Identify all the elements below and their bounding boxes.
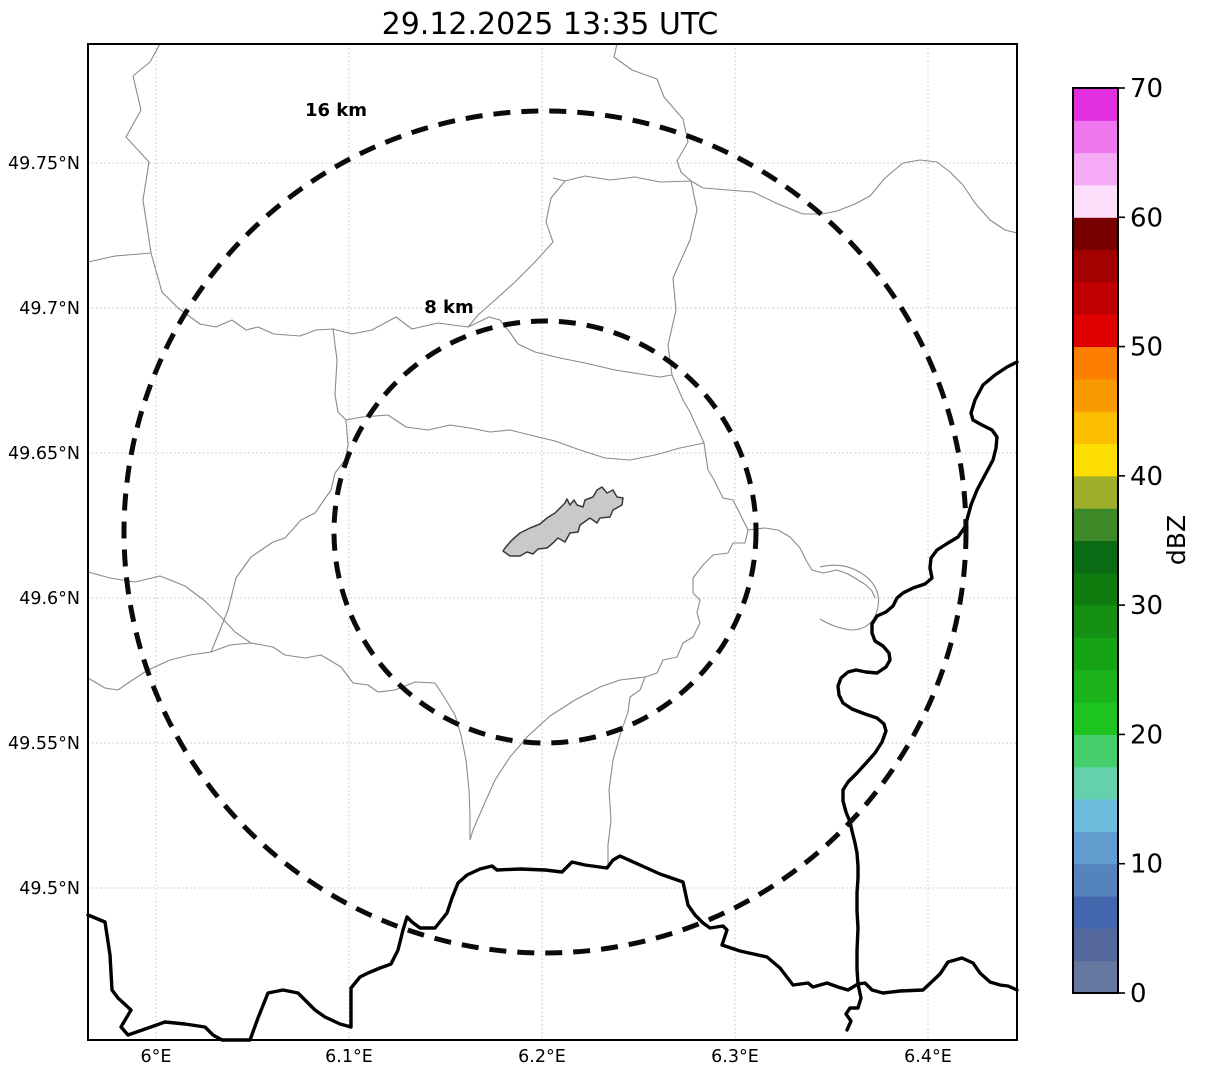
colorbar-tick-label: 70 (1130, 74, 1163, 104)
colorbar-band (1073, 508, 1118, 541)
colorbar-band (1073, 281, 1118, 315)
x-tick-label: 6.3°E (711, 1047, 759, 1067)
colorbar-frame (1072, 87, 1119, 994)
colorbar-tick-label: 40 (1130, 462, 1163, 492)
colorbar-band (1073, 572, 1118, 606)
y-tick-label: 49.5°N (19, 879, 80, 899)
colorbar-band (1073, 799, 1118, 832)
colorbar-band (1073, 669, 1118, 703)
colorbar-band (1073, 443, 1118, 477)
colorbar-band (1073, 540, 1118, 574)
colorbar-band (1073, 831, 1118, 865)
colorbar-band (1073, 411, 1118, 445)
airport-outline (502, 486, 624, 557)
colorbar-bands (1073, 88, 1118, 994)
y-tick-label: 49.7°N (19, 299, 80, 319)
colorbar-band (1073, 378, 1118, 412)
colorbar-band (1073, 217, 1118, 251)
colorbar-band (1073, 734, 1118, 768)
x-tick-label: 6.2°E (518, 1047, 566, 1067)
y-tick-label: 49.75°N (8, 154, 80, 174)
plot-title: 29.12.2025 13:35 UTC (382, 7, 719, 42)
colorbar-band (1073, 928, 1118, 962)
colorbar-band (1073, 637, 1118, 671)
y-tick-labels: 49.75°N 49.7°N 49.65°N 49.6°N 49.55°N 49… (8, 154, 80, 899)
colorbar-band (1073, 249, 1118, 283)
y-tick-label: 49.6°N (19, 589, 80, 609)
ring-label-16km: 16 km (305, 100, 367, 121)
y-tick-label: 49.65°N (8, 444, 80, 464)
x-tick-labels: 6°E 6.1°E 6.2°E 6.3°E 6.4°E (141, 1047, 952, 1067)
ring-label-8km: 8 km (424, 297, 474, 318)
colorbar-band (1073, 863, 1118, 897)
colorbar-band (1073, 346, 1118, 380)
municipal-boundaries (87, 43, 1018, 866)
colorbar-band (1073, 314, 1118, 348)
range-ring-8km (331, 318, 759, 746)
colorbar-tick-label: 20 (1130, 720, 1163, 750)
border-junction-hook (844, 982, 863, 1032)
colorbar-tick-label: 30 (1130, 591, 1163, 621)
colorbar-axis-label: dBZ (1162, 515, 1191, 565)
colorbar-band (1073, 88, 1118, 121)
colorbar-band (1073, 960, 1118, 994)
colorbar-band (1073, 475, 1118, 509)
x-tick-label: 6°E (141, 1047, 172, 1067)
range-rings (121, 108, 969, 956)
colorbar-tick-label: 0 (1130, 979, 1147, 1009)
x-tick-label: 6.1°E (325, 1047, 373, 1067)
colorbar-band (1073, 766, 1118, 800)
map-panel: 16 km 8 km 6°E 6.1°E 6.2°E 6.3°E 6.4°E 4… (8, 43, 1019, 1067)
colorbar-tick-label: 50 (1130, 333, 1163, 363)
y-tick-label: 49.55°N (8, 734, 80, 754)
colorbar-band (1073, 896, 1118, 929)
colorbar: 0 10 20 30 40 50 60 70 dBZ (1072, 74, 1191, 1009)
colorbar-band (1073, 120, 1118, 154)
colorbar-tick-label: 60 (1130, 203, 1163, 233)
colorbar-band (1073, 152, 1118, 186)
map-frame (87, 43, 1018, 1041)
colorbar-band (1073, 184, 1118, 218)
border-east-moselle (836, 360, 1019, 986)
colorbar-band (1073, 605, 1118, 638)
colorbar-band (1073, 702, 1118, 735)
colorbar-tick-label: 10 (1130, 850, 1163, 880)
x-tick-label: 6.4°E (904, 1047, 952, 1067)
colorbar-ticks: 0 10 20 30 40 50 60 70 (1118, 74, 1163, 1009)
range-ring-16km (121, 108, 969, 956)
